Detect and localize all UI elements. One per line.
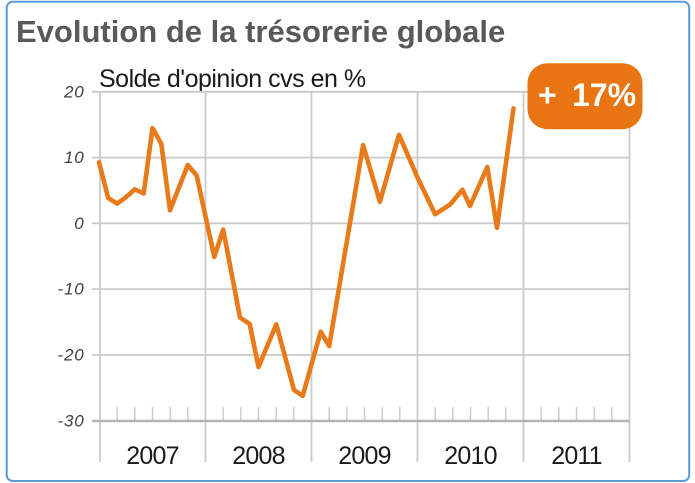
svg-text:2007: 2007 [126, 442, 178, 470]
svg-text:2010: 2010 [444, 442, 496, 470]
svg-text:0: 0 [74, 214, 84, 233]
svg-text:20: 20 [63, 82, 85, 101]
svg-text:2011: 2011 [551, 442, 602, 470]
svg-text:-10: -10 [58, 280, 85, 299]
svg-text:2008: 2008 [232, 442, 284, 470]
svg-text:Evolution de la trésorerie glo: Evolution de la trésorerie globale [16, 14, 505, 49]
svg-text:-20: -20 [58, 346, 85, 365]
svg-text:+ 17%: + 17% [538, 77, 636, 113]
svg-text:10: 10 [64, 148, 85, 167]
svg-text:Solde d'opinion cvs en %: Solde d'opinion cvs en % [99, 65, 366, 93]
svg-text:-30: -30 [58, 412, 85, 431]
svg-text:2009: 2009 [338, 442, 390, 470]
